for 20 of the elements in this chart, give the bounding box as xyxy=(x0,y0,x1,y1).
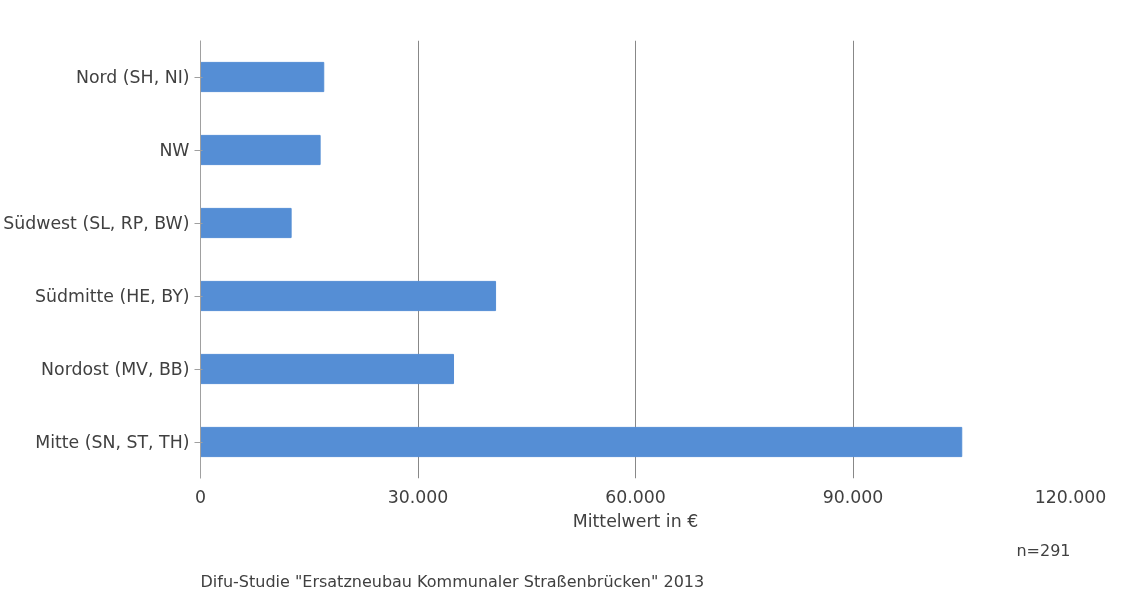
x-tick-label: 120.000 xyxy=(1034,486,1107,507)
y-tick-label: Mitte (SN, ST, TH) xyxy=(35,432,190,452)
y-tick-label: NW xyxy=(159,140,190,160)
x-tick-label: 0 xyxy=(194,486,207,507)
bar xyxy=(200,207,292,239)
x-tick-label: 90.000 xyxy=(822,486,884,507)
y-tick-label: Nordost (MV, BB) xyxy=(41,359,190,379)
y-tick-label: Südwest (SL, RP, BW) xyxy=(3,213,190,233)
y-tick-label: Nord (SH, NI) xyxy=(75,67,190,87)
bar xyxy=(200,353,455,385)
bar xyxy=(200,134,321,166)
text: n=291 xyxy=(1016,540,1071,560)
bar xyxy=(200,426,963,458)
y-tick-label: Südmitte (HE, BY) xyxy=(35,286,190,306)
x-axis-title: Mittelwert in € xyxy=(572,510,699,531)
x-tick-label: 60.000 xyxy=(605,486,666,507)
bar xyxy=(200,61,325,93)
x-tick-label: 30.000 xyxy=(387,486,449,507)
bar xyxy=(200,280,497,312)
text: Difu-Studie "Ersatzneubau Kommunaler Straßenbrücken" 2013 xyxy=(200,571,705,591)
